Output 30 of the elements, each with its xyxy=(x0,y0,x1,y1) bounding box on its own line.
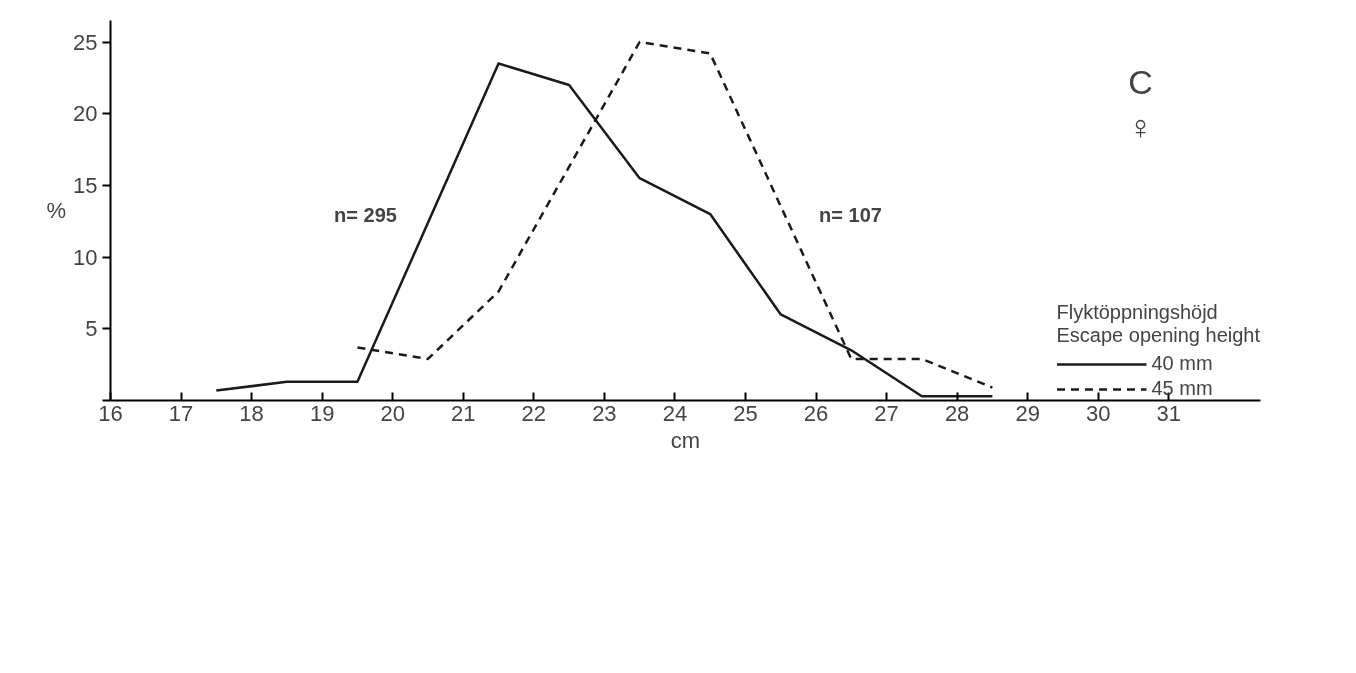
annotation: C xyxy=(1128,62,1153,101)
y-tick-label: 15 xyxy=(73,172,98,198)
x-tick-label: 25 xyxy=(733,400,758,426)
x-tick-label: 30 xyxy=(1085,400,1111,426)
x-tick-label: 20 xyxy=(380,400,405,426)
x-tick-label: 17 xyxy=(168,400,194,426)
x-tick-label: 23 xyxy=(592,400,617,426)
annotation: ♀ xyxy=(1127,107,1154,146)
x-tick-label: 22 xyxy=(521,400,547,426)
annotation: n= 107 xyxy=(819,203,882,226)
x-tick-label: 28 xyxy=(944,400,970,426)
legend-label: 45 mm xyxy=(1151,377,1213,400)
x-tick-label: 27 xyxy=(874,400,899,426)
x-tick-label: 21 xyxy=(451,400,476,426)
y-axis-title: % xyxy=(46,198,67,223)
x-tick-label: 29 xyxy=(1015,400,1040,426)
y-tick-label: 25 xyxy=(73,29,98,55)
y-tick-label: 10 xyxy=(73,244,98,270)
x-tick-label: 26 xyxy=(803,400,829,426)
x-tick-label: 16 xyxy=(98,400,123,426)
x-tick-label: 19 xyxy=(309,400,335,426)
y-tick-label: 5 xyxy=(85,316,98,342)
x-tick-label: 31 xyxy=(1156,400,1182,426)
x-tick-label: 24 xyxy=(662,400,688,426)
legend-title: Flyktöppningshöjd Escape opening height xyxy=(1056,301,1260,347)
x-axis-title: cm xyxy=(670,427,701,453)
legend-label: 40 mm xyxy=(1151,352,1213,375)
x-tick-label: 18 xyxy=(239,400,264,426)
annotation: n= 295 xyxy=(334,203,397,226)
y-tick-label: 20 xyxy=(73,101,98,127)
